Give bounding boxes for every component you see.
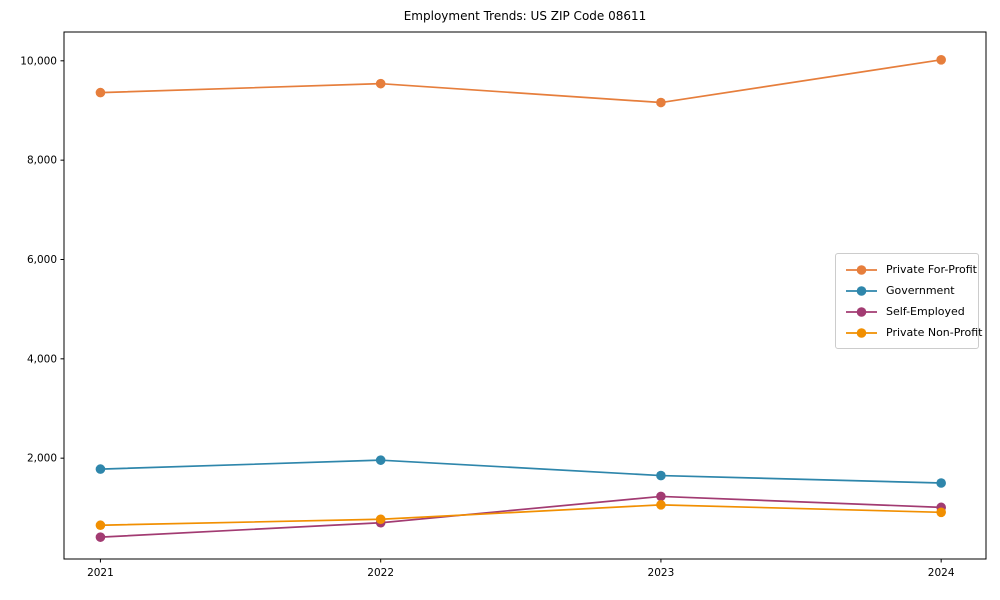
data-point-marker <box>656 470 666 481</box>
legend-line-marker-icon <box>846 306 877 317</box>
legend-label: Self-Employed <box>886 305 965 318</box>
legend-label: Private For-Profit <box>886 263 977 276</box>
legend-item-government: Government <box>836 280 978 301</box>
legend-item-private-for-profit: Private For-Profit <box>836 259 978 280</box>
y-tick-label: 4,000 <box>27 353 57 365</box>
legend-marker <box>856 285 867 296</box>
legend-marker <box>856 327 867 338</box>
x-tick-label: 2022 <box>367 567 394 579</box>
legend-marker <box>856 264 867 275</box>
data-point-marker <box>375 514 386 525</box>
y-tick-label: 6,000 <box>27 254 57 266</box>
legend-line-marker-icon <box>846 327 877 338</box>
data-point-marker <box>375 455 386 465</box>
legend-label: Private Non-Profit <box>886 326 983 339</box>
data-point-marker <box>95 520 106 531</box>
data-point-marker <box>656 97 666 108</box>
legend-marker <box>856 306 867 317</box>
legend-item-private-non-profit: Private Non-Profit <box>836 322 982 343</box>
y-tick-label: 8,000 <box>27 155 57 167</box>
chart-title: Employment Trends: US ZIP Code 08611 <box>403 9 647 23</box>
series-line-government <box>99 459 943 484</box>
data-point-marker <box>95 464 106 474</box>
series-line-private-for-profit <box>99 58 943 104</box>
data-point-marker <box>95 87 106 98</box>
x-tick-label: 2023 <box>648 567 675 579</box>
data-point-marker <box>656 500 666 510</box>
data-point-marker <box>375 78 386 89</box>
legend-line-marker-icon <box>846 264 877 275</box>
data-point-marker <box>95 532 106 542</box>
legend-line-marker-icon <box>846 285 877 296</box>
series-line-private-non-profit <box>99 504 943 527</box>
axes-frame <box>63 31 987 560</box>
x-tick-label: 2024 <box>928 567 955 579</box>
chart-legend: Private For-Profit Government Self-Emplo… <box>835 253 982 349</box>
y-tick-label: 10,000 <box>20 55 57 67</box>
y-tick-label: 2,000 <box>27 453 57 465</box>
data-point-marker <box>936 507 946 518</box>
data-point-marker <box>936 55 946 65</box>
legend-label: Government <box>886 284 955 297</box>
x-tick-label: 2021 <box>87 567 114 579</box>
data-point-marker <box>936 478 946 488</box>
series-line-self-employed <box>99 495 943 538</box>
data-point-marker <box>656 491 666 502</box>
legend-item-self-employed: Self-Employed <box>836 301 978 322</box>
